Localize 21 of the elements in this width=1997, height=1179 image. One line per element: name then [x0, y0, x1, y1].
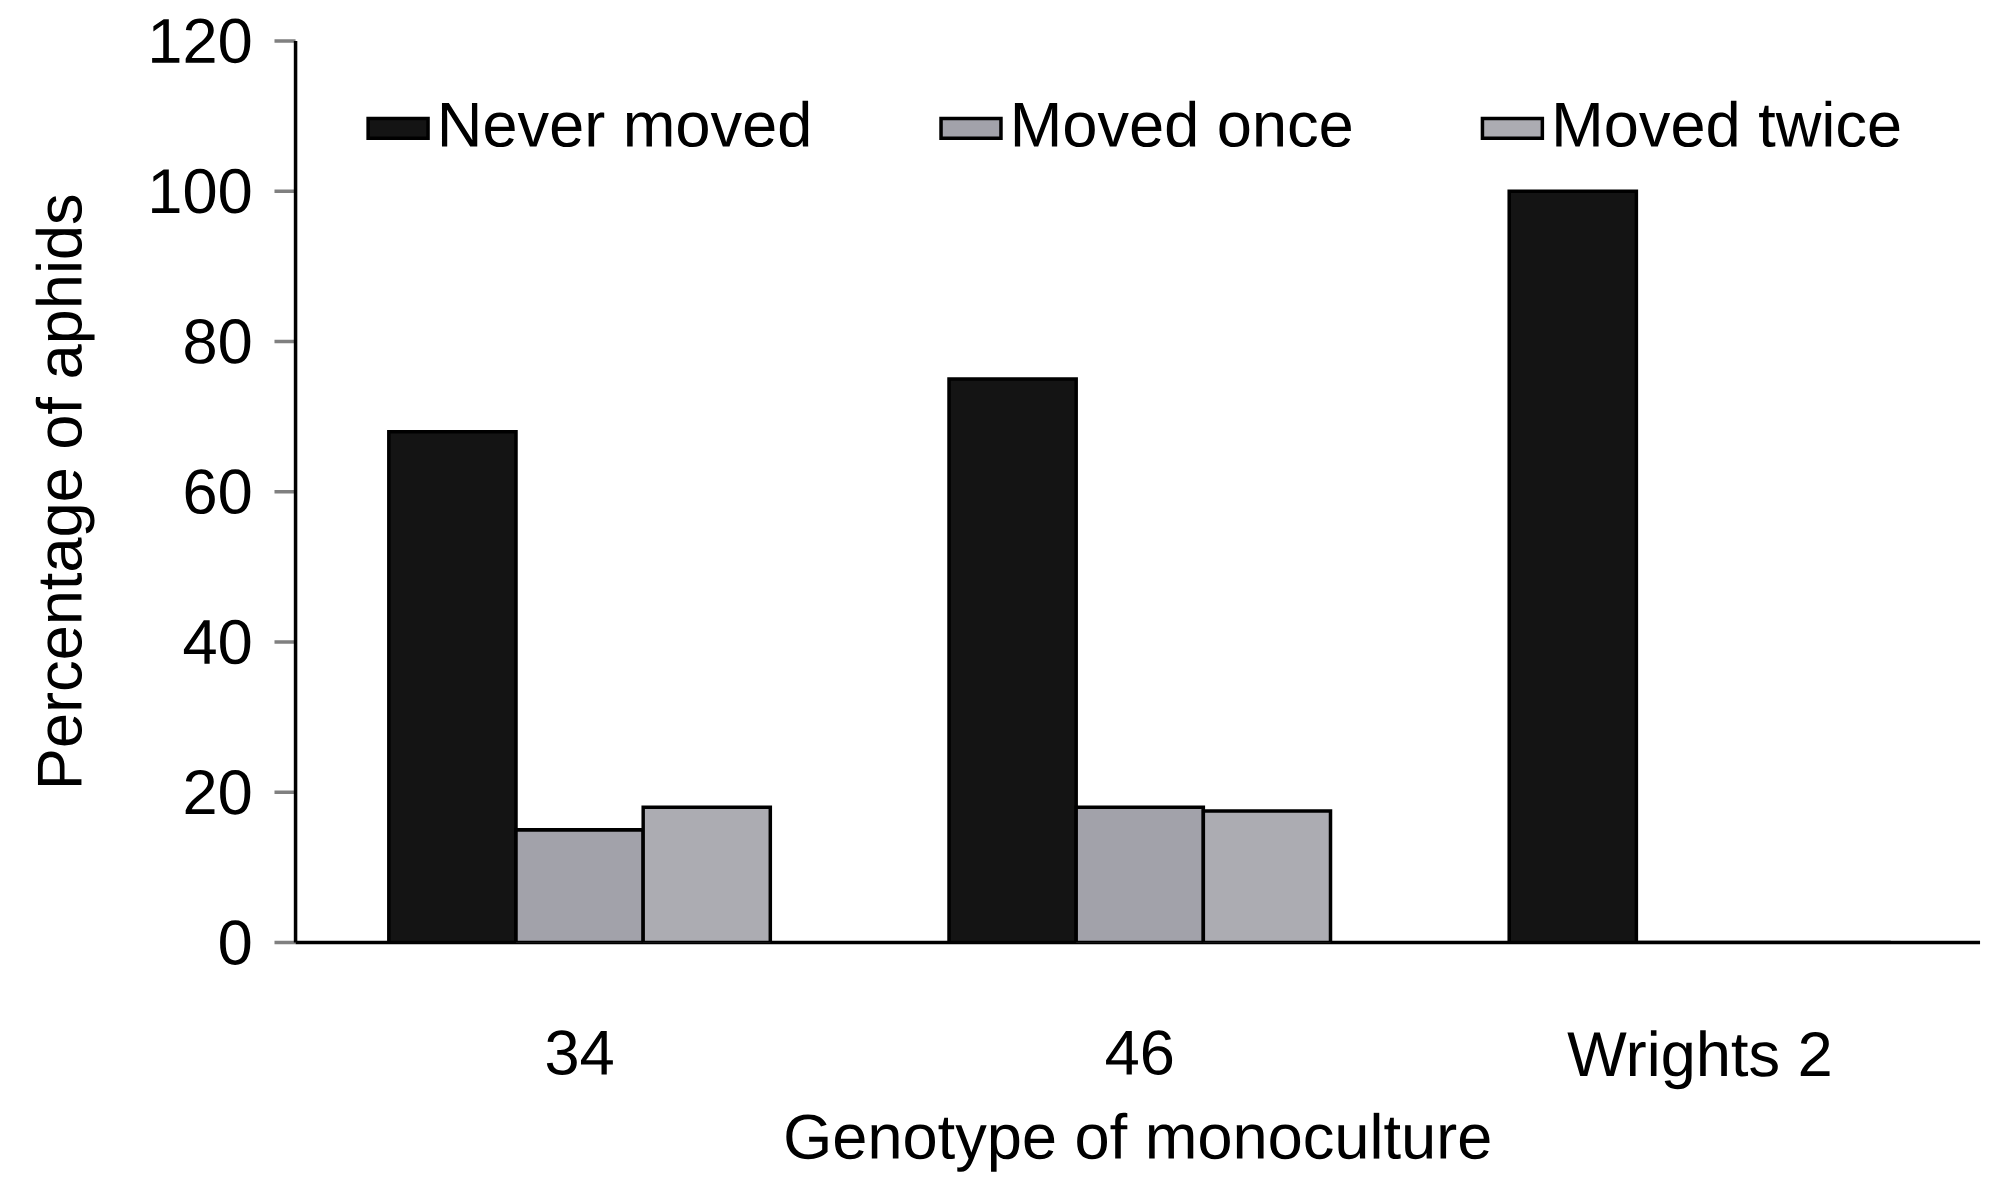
- x-axis-title: Genotype of monoculture: [786, 1112, 1490, 1172]
- bar: [1076, 807, 1204, 943]
- x-tick-label: 34: [546, 1030, 613, 1075]
- legend-label: Moved once: [1014, 100, 1351, 148]
- x-tick-label: Wrights 2: [1567, 1030, 1830, 1090]
- bar: [1203, 810, 1331, 943]
- y-tick-label: 0: [220, 920, 251, 965]
- y-tick-label: 80: [185, 318, 251, 364]
- bar: [949, 378, 1077, 943]
- y-tick-label: 100: [152, 168, 251, 214]
- legend-label: Never moved: [441, 100, 809, 148]
- bar: [388, 431, 516, 943]
- bar: [515, 829, 644, 943]
- y-tick-label: 60: [185, 469, 251, 514]
- y-axis-title: Percentage of aphids: [35, 195, 95, 785]
- y-tick-label: 120: [152, 18, 251, 64]
- bar: [643, 807, 771, 943]
- legend-label: Moved twice: [1556, 100, 1900, 148]
- x-tick-label: 46: [1106, 1030, 1173, 1075]
- y-tick-label: 20: [185, 769, 251, 815]
- y-tick-label: 40: [183, 619, 251, 665]
